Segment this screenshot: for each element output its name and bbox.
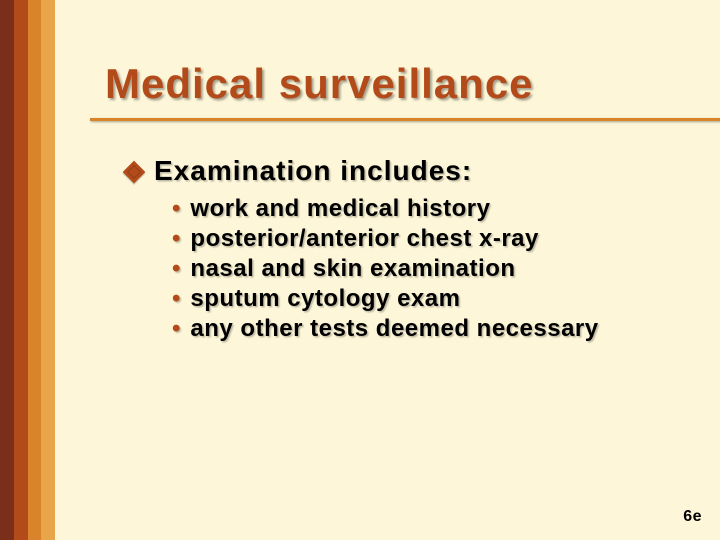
- bullet-dot-icon: •: [172, 285, 180, 313]
- bullet-dot-icon: •: [172, 225, 180, 253]
- list-item: • work and medical history: [172, 195, 710, 223]
- stripe-2: [14, 0, 28, 540]
- content-area: Medical surveillance Examination include…: [55, 0, 720, 540]
- title-underline: [90, 118, 720, 121]
- stripe-4: [41, 0, 55, 540]
- bullet-dot-icon: •: [172, 315, 180, 343]
- list-level1: Examination includes:: [150, 155, 710, 187]
- list-item-text: work and medical history: [190, 195, 490, 223]
- body-list: Examination includes: • work and medical …: [150, 155, 710, 345]
- list-item-text: sputum cytology exam: [190, 285, 460, 313]
- list-item-text: posterior/anterior chest x-ray: [190, 225, 538, 253]
- stripe-1: [0, 0, 14, 540]
- diamond-bullet-icon: [123, 161, 146, 184]
- list-item: • sputum cytology exam: [172, 285, 710, 313]
- slide: Medical surveillance Examination include…: [0, 0, 720, 540]
- slide-title: Medical surveillance: [55, 60, 720, 108]
- stripe-3: [28, 0, 42, 540]
- slide-number: 6e: [683, 508, 702, 526]
- bullet-dot-icon: •: [172, 255, 180, 283]
- list-item: • posterior/anterior chest x-ray: [172, 225, 710, 253]
- side-color-stripes: [0, 0, 55, 540]
- list-level1-text: Examination includes:: [154, 155, 472, 187]
- list-item-text: nasal and skin examination: [190, 255, 515, 283]
- list-item: • nasal and skin examination: [172, 255, 710, 283]
- title-band: Medical surveillance: [55, 60, 720, 121]
- list-item-text: any other tests deemed necessary: [190, 315, 598, 343]
- list-level2-group: • work and medical history • posterior/ante…: [172, 195, 710, 343]
- bullet-dot-icon: •: [172, 195, 180, 223]
- list-item: • any other tests deemed necessary: [172, 315, 710, 343]
